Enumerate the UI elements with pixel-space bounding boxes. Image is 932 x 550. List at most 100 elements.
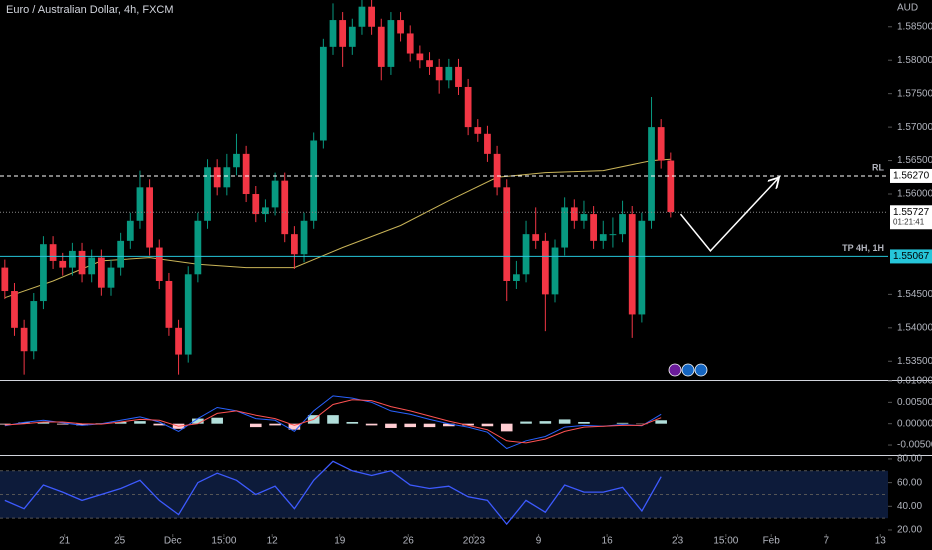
candle-body <box>561 207 569 248</box>
candle-body <box>155 247 163 281</box>
candle-body <box>609 234 617 236</box>
y-tick-label: 40.00 <box>897 501 922 512</box>
y-tick-label: 0.00000 <box>897 418 932 429</box>
candle-body <box>445 66 453 81</box>
candle-body <box>213 167 221 188</box>
histogram-bar <box>56 423 69 425</box>
currency-label: AUD <box>897 3 918 14</box>
candle-body <box>580 214 588 221</box>
histogram-bar <box>327 415 339 424</box>
candle-body <box>503 187 511 281</box>
candle-body <box>416 53 424 61</box>
candle-body <box>667 160 675 213</box>
candle-body <box>484 133 491 154</box>
x-tick-label: 15:00 <box>211 536 236 547</box>
chart-title: Euro / Australian Dollar, 4h, FXCM <box>6 4 174 16</box>
candle-body <box>628 214 636 315</box>
x-tick-label: 15:00 <box>713 536 738 547</box>
y-tick-label: 20.00 <box>897 525 922 536</box>
candle-body <box>175 327 182 355</box>
candle-body <box>233 153 240 168</box>
candle-body <box>648 127 655 221</box>
projection-arrow <box>679 179 779 253</box>
candle-body <box>97 257 105 288</box>
histogram-bar <box>500 423 513 432</box>
candle-body <box>117 240 125 268</box>
level-label: RL <box>872 162 884 172</box>
histogram-bar <box>37 421 50 424</box>
y-tick-label: 60.00 <box>897 477 922 488</box>
y-tick-label: 1.58000 <box>897 55 932 66</box>
x-tick-label: 9 <box>536 536 542 547</box>
indicator-icons[interactable] <box>668 363 708 377</box>
x-tick-label: 25 <box>114 536 126 547</box>
y-tick-label: 1.56500 <box>897 155 932 166</box>
candle-body <box>40 244 47 302</box>
candle-body <box>69 250 76 268</box>
price-box-label: 1.55067 <box>893 251 930 262</box>
x-tick-label: 23 <box>672 536 684 547</box>
candle-body <box>78 250 86 275</box>
histogram-bar <box>114 421 127 424</box>
histogram-bar <box>153 423 166 426</box>
histogram-bar <box>655 420 667 424</box>
candle-body <box>590 214 597 241</box>
icon[interactable] <box>681 363 695 377</box>
countdown: 01:21:41 <box>893 217 925 226</box>
candle-body <box>1 267 9 292</box>
price-box-label: 1.56270 <box>893 171 930 182</box>
candle-body <box>541 240 549 295</box>
candle-body <box>126 220 134 241</box>
candle-body <box>339 20 347 47</box>
candle-body <box>310 140 318 221</box>
histogram-bar <box>346 421 359 424</box>
histogram-bar <box>211 417 223 424</box>
candle-body <box>638 220 646 315</box>
price-box <box>890 205 932 230</box>
candle-body <box>599 234 607 241</box>
y-tick-label: 1.57000 <box>897 122 932 133</box>
level-label: TP 4H, 1H <box>842 243 884 253</box>
histogram-bar <box>134 421 146 424</box>
macd-line <box>4 399 662 444</box>
histogram-bar <box>18 422 30 424</box>
x-tick-label: 26 <box>403 536 415 547</box>
x-tick-label: Feb <box>763 536 781 547</box>
y-tick-label: 0.01000 <box>897 376 932 387</box>
candle-body <box>319 46 327 141</box>
histogram-bar <box>192 418 204 424</box>
price-box <box>890 249 932 264</box>
candle-body <box>426 60 433 67</box>
candle-body <box>146 187 153 248</box>
y-tick-label: 0.00500 <box>897 397 932 408</box>
candle-body <box>291 234 298 255</box>
candle-body <box>474 127 482 134</box>
icon[interactable] <box>668 363 682 377</box>
histogram-bar <box>404 423 417 428</box>
candle-body <box>88 257 96 275</box>
x-tick-label: 19 <box>334 536 346 547</box>
candle-body <box>358 6 366 27</box>
y-tick-label: 1.56000 <box>897 189 932 200</box>
histogram-bar <box>365 423 378 426</box>
y-tick-label: -0.00500 <box>897 440 932 451</box>
y-tick-label: 1.57500 <box>897 88 932 99</box>
x-tick-label: 7 <box>823 536 829 547</box>
candle-body <box>11 291 18 328</box>
histogram-bar <box>423 423 436 428</box>
y-tick-label: 1.58500 <box>897 21 932 32</box>
candle-body <box>223 167 231 188</box>
candle-body <box>406 33 414 54</box>
x-tick-label: 13 <box>875 536 887 547</box>
candle-body <box>300 220 308 255</box>
histogram-bar <box>0 423 11 425</box>
candle-body <box>455 66 462 87</box>
candle-body <box>377 26 385 67</box>
x-tick-label: 16 <box>602 536 614 547</box>
candle-body <box>368 6 375 27</box>
candle-body <box>619 214 626 235</box>
candle-body <box>387 20 395 67</box>
icon[interactable] <box>694 363 708 377</box>
histogram-bar <box>558 419 571 424</box>
